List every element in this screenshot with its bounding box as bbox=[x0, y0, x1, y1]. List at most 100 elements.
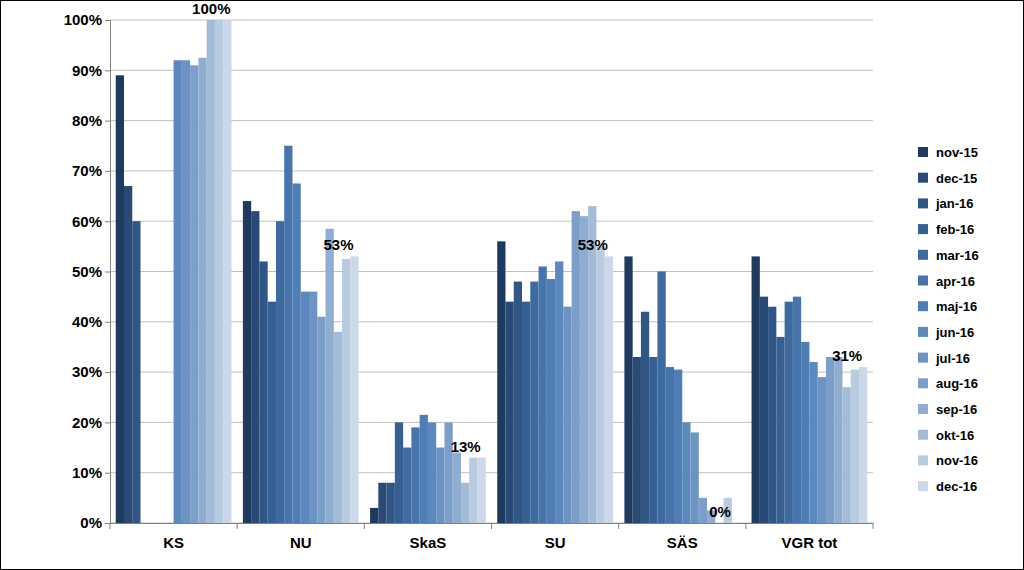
data-label: 53% bbox=[323, 236, 353, 253]
y-tick-label: 10% bbox=[72, 464, 102, 481]
x-tick: VGR tot bbox=[782, 523, 838, 551]
y-tick: 0% bbox=[80, 514, 110, 531]
bar bbox=[572, 211, 580, 523]
bar bbox=[505, 302, 513, 523]
legend-label: dec-15 bbox=[936, 171, 977, 186]
bar bbox=[776, 337, 784, 523]
bar bbox=[657, 272, 665, 524]
category-separator bbox=[491, 523, 492, 529]
bar bbox=[801, 342, 809, 523]
legend-label: nov-15 bbox=[936, 145, 978, 160]
bar bbox=[547, 279, 555, 523]
bar bbox=[116, 75, 124, 523]
bar bbox=[539, 266, 547, 523]
data-label: 53% bbox=[578, 236, 608, 253]
legend-label: mar-16 bbox=[936, 248, 979, 263]
bar bbox=[334, 332, 342, 523]
legend-marker bbox=[918, 430, 928, 440]
data-label: 0% bbox=[709, 503, 731, 520]
bar bbox=[124, 186, 132, 523]
bar-series bbox=[284, 146, 801, 523]
y-tick: 30% bbox=[72, 363, 110, 380]
legend-marker bbox=[918, 301, 928, 311]
bar bbox=[309, 292, 317, 523]
category-separator bbox=[745, 523, 746, 529]
bar bbox=[182, 60, 190, 523]
bar bbox=[395, 422, 403, 523]
bar bbox=[428, 422, 436, 523]
y-tick-label: 80% bbox=[72, 112, 102, 129]
bar bbox=[478, 458, 486, 523]
bar bbox=[842, 387, 850, 523]
bar bbox=[317, 317, 325, 523]
legend-marker bbox=[918, 224, 928, 234]
data-label: 13% bbox=[451, 438, 481, 455]
y-tick-mark bbox=[105, 70, 110, 71]
y-tick: 100% bbox=[64, 11, 110, 28]
y-tick-label: 0% bbox=[80, 514, 102, 531]
legend-item: nov-16 bbox=[918, 453, 978, 468]
y-tick-mark bbox=[105, 422, 110, 423]
chart: 0%10%20%30%40%50%60%70%80%90%100%KSNUSka… bbox=[0, 0, 1024, 570]
bar bbox=[370, 508, 378, 523]
bar bbox=[851, 370, 859, 523]
x-tick-label: SÄS bbox=[667, 534, 698, 551]
bar bbox=[259, 261, 267, 523]
legend-item: maj-16 bbox=[918, 299, 977, 314]
bar-series bbox=[223, 20, 867, 523]
bar bbox=[752, 256, 760, 523]
bar bbox=[387, 483, 395, 523]
legend-item: apr-16 bbox=[918, 274, 975, 289]
legend-label: sep-16 bbox=[936, 402, 977, 417]
bar bbox=[785, 302, 793, 523]
legend-item: feb-16 bbox=[918, 222, 974, 237]
chart-border bbox=[1, 1, 1024, 570]
y-tick: 70% bbox=[72, 162, 110, 179]
data-labels: 100%53%13%53%0%31% bbox=[192, 0, 862, 520]
bar bbox=[793, 297, 801, 523]
bar bbox=[768, 307, 776, 523]
y-tick-mark bbox=[105, 221, 110, 222]
bar bbox=[215, 20, 223, 523]
legend-item: mar-16 bbox=[918, 248, 979, 263]
bar bbox=[326, 229, 334, 523]
x-tick: SU bbox=[545, 523, 566, 551]
legend-item: jan-16 bbox=[918, 196, 974, 211]
bar bbox=[715, 523, 723, 524]
bar-series bbox=[190, 65, 834, 523]
bar bbox=[497, 241, 505, 523]
bar bbox=[243, 201, 251, 523]
y-tick: 20% bbox=[72, 414, 110, 431]
bar bbox=[624, 256, 632, 523]
bar bbox=[461, 483, 469, 523]
legend-marker bbox=[918, 378, 928, 388]
bars bbox=[116, 20, 868, 523]
category-separator bbox=[237, 523, 238, 529]
bar bbox=[301, 292, 309, 523]
legend-item: okt-16 bbox=[918, 428, 974, 443]
category-separator bbox=[618, 523, 619, 529]
bar bbox=[818, 377, 826, 523]
bar bbox=[251, 211, 259, 523]
bar bbox=[732, 523, 740, 524]
legend-marker bbox=[918, 327, 928, 337]
bar bbox=[132, 221, 140, 523]
y-tick: 50% bbox=[72, 263, 110, 280]
legend-label: apr-16 bbox=[936, 274, 975, 289]
bar bbox=[174, 60, 182, 523]
x-tick-label: SkaS bbox=[410, 534, 447, 551]
legend-item: nov-15 bbox=[918, 145, 978, 160]
y-tick-label: 90% bbox=[72, 62, 102, 79]
bar bbox=[198, 58, 206, 523]
y-tick-mark bbox=[105, 171, 110, 172]
bar-series bbox=[292, 183, 809, 523]
bar bbox=[514, 282, 522, 523]
legend-marker bbox=[918, 404, 928, 414]
bar bbox=[436, 448, 444, 523]
grid bbox=[110, 20, 873, 523]
legend-marker bbox=[918, 147, 928, 157]
bar-series bbox=[198, 58, 842, 523]
bar bbox=[555, 261, 563, 523]
bar bbox=[453, 453, 461, 523]
bar bbox=[633, 357, 641, 523]
